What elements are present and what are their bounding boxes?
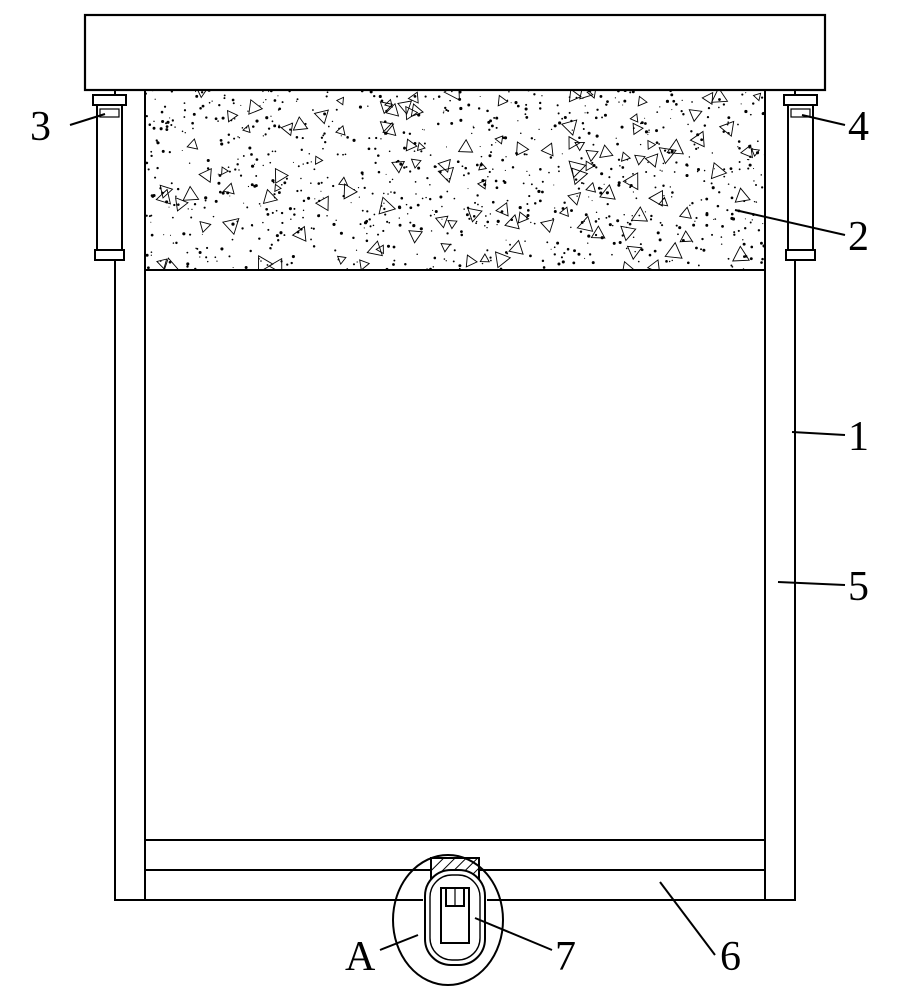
label-3: 3 xyxy=(30,104,51,150)
label-4: 4 xyxy=(848,104,869,150)
label-5: 5 xyxy=(848,564,869,610)
label-7: 7 xyxy=(555,934,576,980)
label-1: 1 xyxy=(848,414,869,460)
label-2: 2 xyxy=(848,214,869,260)
right-bracket xyxy=(784,95,817,260)
top-bar xyxy=(85,15,825,90)
bottom-boss xyxy=(423,858,487,967)
label-A: A xyxy=(345,934,376,980)
leader-5 xyxy=(778,582,845,585)
leader-1 xyxy=(792,432,845,435)
label-6: 6 xyxy=(720,934,741,980)
left-bracket xyxy=(93,95,126,260)
leader-6 xyxy=(660,882,715,955)
fill-band xyxy=(145,83,766,276)
